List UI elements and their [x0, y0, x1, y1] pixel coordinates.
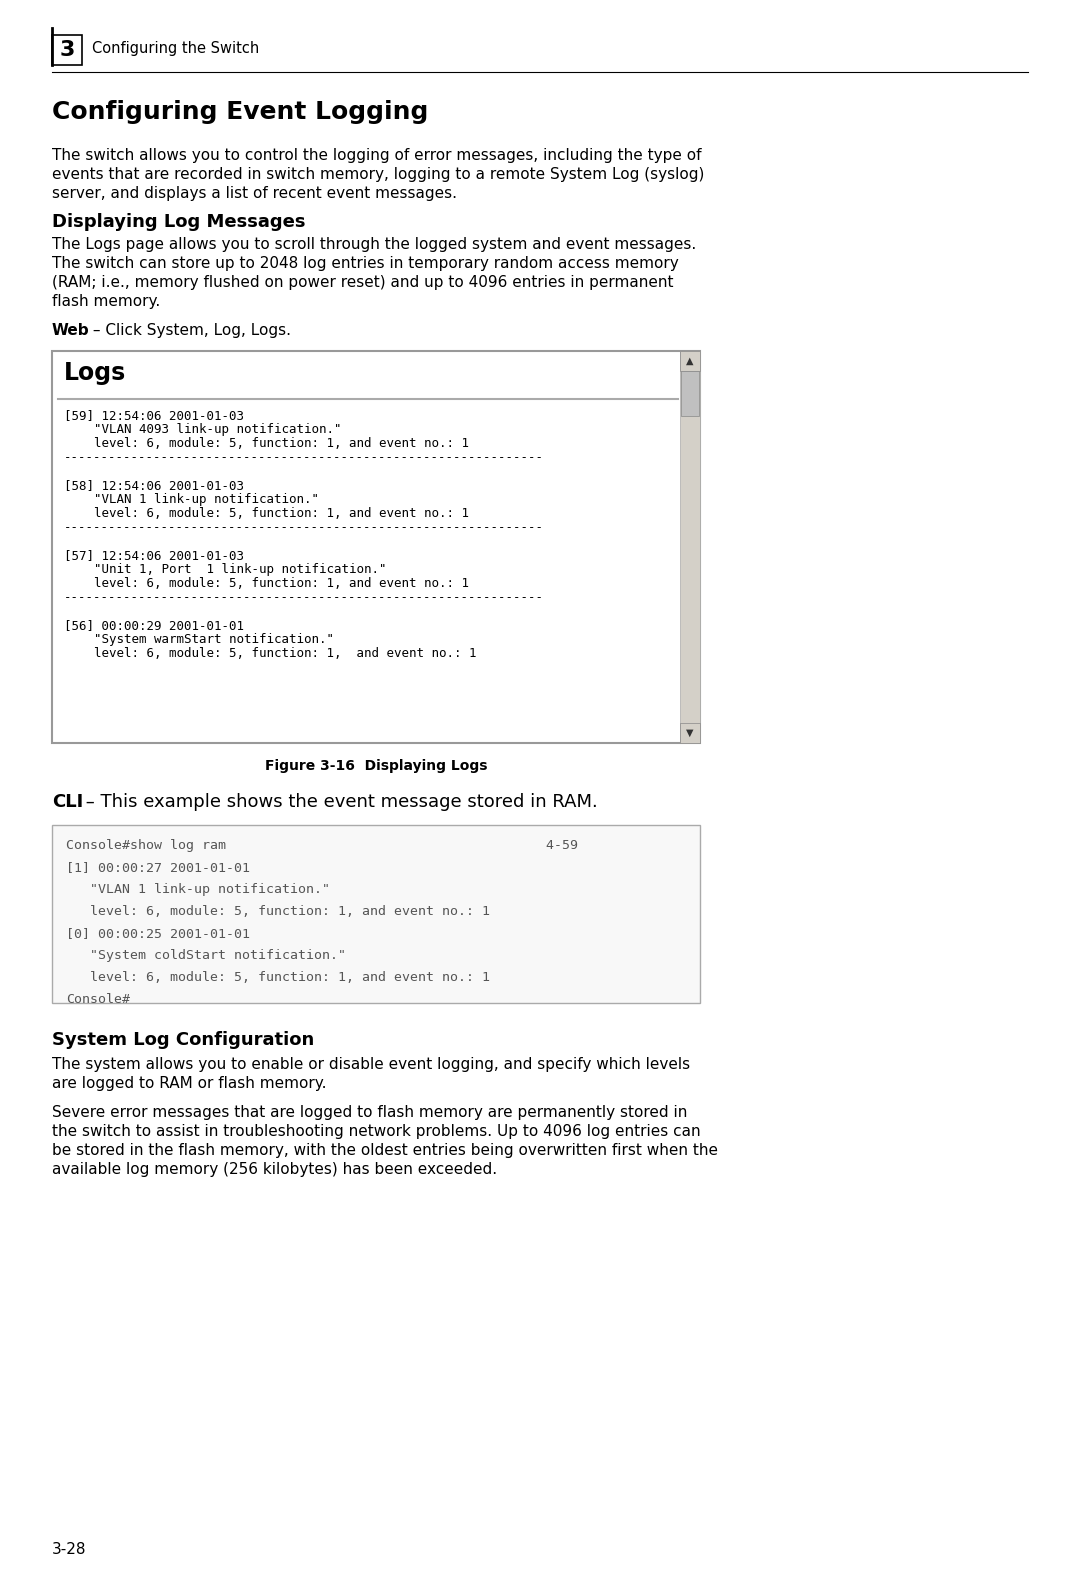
Text: "VLAN 1 link-up notification.": "VLAN 1 link-up notification." — [64, 493, 319, 506]
Bar — [52, 824, 700, 1003]
Text: "VLAN 4093 link-up notification.": "VLAN 4093 link-up notification." — [64, 422, 341, 436]
Text: – This example shows the event message stored in RAM.: – This example shows the event message s… — [80, 793, 597, 812]
Text: Severe error messages that are logged to flash memory are permanently stored in: Severe error messages that are logged to… — [52, 1105, 687, 1119]
Text: ----------------------------------------------------------------: ----------------------------------------… — [64, 521, 544, 534]
Text: "VLAN 1 link-up notification.": "VLAN 1 link-up notification." — [66, 882, 330, 896]
Text: Configuring Event Logging: Configuring Event Logging — [52, 100, 429, 124]
Text: ▲: ▲ — [686, 356, 693, 366]
Text: [56] 00:00:29 2001-01-01: [56] 00:00:29 2001-01-01 — [64, 619, 244, 633]
Text: Figure 3-16  Displaying Logs: Figure 3-16 Displaying Logs — [265, 758, 487, 772]
Text: [1] 00:00:27 2001-01-01: [1] 00:00:27 2001-01-01 — [66, 860, 249, 874]
Bar — [680, 352, 700, 743]
Text: "Unit 1, Port  1 link-up notification.": "Unit 1, Port 1 link-up notification." — [64, 564, 387, 576]
Text: System Log Configuration: System Log Configuration — [52, 1031, 314, 1049]
Text: (RAM; i.e., memory flushed on power reset) and up to 4096 entries in permanent: (RAM; i.e., memory flushed on power rese… — [52, 275, 674, 290]
Text: events that are recorded in switch memory, logging to a remote System Log (syslo: events that are recorded in switch memor… — [52, 166, 704, 182]
Text: level: 6, module: 5, function: 1, and event no.: 1: level: 6, module: 5, function: 1, and ev… — [64, 507, 469, 520]
Bar — [52, 352, 700, 743]
Text: Console#: Console# — [66, 992, 130, 1006]
Text: The Logs page allows you to scroll through the logged system and event messages.: The Logs page allows you to scroll throu… — [52, 237, 697, 253]
Text: available log memory (256 kilobytes) has been exceeded.: available log memory (256 kilobytes) has… — [52, 1162, 497, 1178]
Text: Console#show log ram                                        4-59: Console#show log ram 4-59 — [66, 838, 578, 853]
Text: [57] 12:54:06 2001-01-03: [57] 12:54:06 2001-01-03 — [64, 550, 244, 562]
Text: are logged to RAM or flash memory.: are logged to RAM or flash memory. — [52, 1075, 326, 1091]
Text: – Click System, Log, Logs.: – Click System, Log, Logs. — [87, 323, 291, 338]
Bar — [52, 35, 82, 64]
Text: [58] 12:54:06 2001-01-03: [58] 12:54:06 2001-01-03 — [64, 479, 244, 491]
Text: level: 6, module: 5, function: 1, and event no.: 1: level: 6, module: 5, function: 1, and ev… — [66, 904, 490, 918]
Text: CLI: CLI — [52, 793, 83, 812]
Text: Displaying Log Messages: Displaying Log Messages — [52, 214, 306, 231]
Text: level: 6, module: 5, function: 1,  and event no.: 1: level: 6, module: 5, function: 1, and ev… — [64, 647, 476, 659]
Text: 3: 3 — [59, 39, 75, 60]
Text: [59] 12:54:06 2001-01-03: [59] 12:54:06 2001-01-03 — [64, 410, 244, 422]
Bar — [680, 352, 700, 371]
Text: the switch to assist in troubleshooting network problems. Up to 4096 log entries: the switch to assist in troubleshooting … — [52, 1124, 701, 1138]
Text: ▼: ▼ — [686, 728, 693, 738]
Text: Logs: Logs — [64, 361, 126, 385]
Text: level: 6, module: 5, function: 1, and event no.: 1: level: 6, module: 5, function: 1, and ev… — [64, 436, 469, 451]
Text: "System coldStart notification.": "System coldStart notification." — [66, 948, 346, 962]
Text: be stored in the flash memory, with the oldest entries being overwritten first w: be stored in the flash memory, with the … — [52, 1143, 718, 1159]
Text: "System warmStart notification.": "System warmStart notification." — [64, 633, 334, 645]
Text: level: 6, module: 5, function: 1, and event no.: 1: level: 6, module: 5, function: 1, and ev… — [66, 970, 490, 984]
Text: Configuring the Switch: Configuring the Switch — [92, 41, 259, 55]
Text: The switch allows you to control the logging of error messages, including the ty: The switch allows you to control the log… — [52, 148, 702, 163]
Text: 3-28: 3-28 — [52, 1542, 86, 1557]
Bar — [681, 371, 699, 416]
Text: The system allows you to enable or disable event logging, and specify which leve: The system allows you to enable or disab… — [52, 1057, 690, 1072]
Text: The switch can store up to 2048 log entries in temporary random access memory: The switch can store up to 2048 log entr… — [52, 256, 678, 272]
Text: level: 6, module: 5, function: 1, and event no.: 1: level: 6, module: 5, function: 1, and ev… — [64, 578, 469, 590]
Bar — [680, 724, 700, 743]
Text: server, and displays a list of recent event messages.: server, and displays a list of recent ev… — [52, 185, 457, 201]
Text: flash memory.: flash memory. — [52, 294, 160, 309]
Text: Web: Web — [52, 323, 90, 338]
Text: [0] 00:00:25 2001-01-01: [0] 00:00:25 2001-01-01 — [66, 926, 249, 940]
Text: ----------------------------------------------------------------: ----------------------------------------… — [64, 451, 544, 465]
Text: ----------------------------------------------------------------: ----------------------------------------… — [64, 590, 544, 604]
